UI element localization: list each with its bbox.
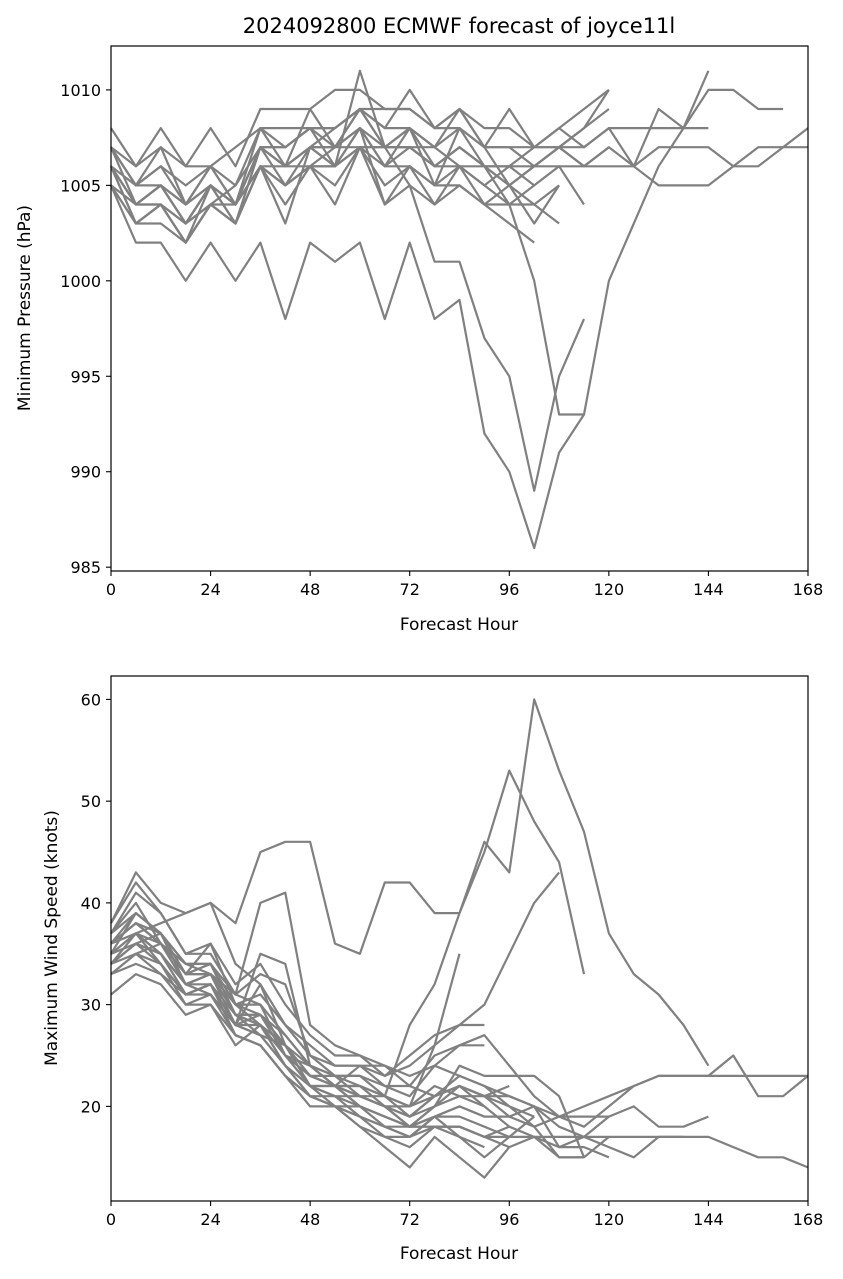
pressure-x-tick-label: 96 bbox=[499, 580, 519, 599]
pressure-x-tick-label: 0 bbox=[106, 580, 116, 599]
pressure-y-tick-label: 1000 bbox=[60, 272, 101, 291]
wind-series-line-11 bbox=[110, 881, 485, 1078]
pressure-series-line-14 bbox=[110, 107, 585, 206]
wind-y-tick-label: 30 bbox=[81, 996, 101, 1015]
pressure-series-line-15 bbox=[110, 127, 610, 206]
pressure-x-tick-label: 168 bbox=[793, 580, 824, 599]
wind-series-line-5 bbox=[110, 769, 586, 1098]
pressure-y-tick-label: 1005 bbox=[60, 176, 101, 195]
wind-series-line-21 bbox=[110, 942, 510, 1139]
pressure-x-tick-label: 48 bbox=[300, 580, 320, 599]
wind-series-line-23 bbox=[110, 932, 610, 1149]
pressure-x-tick-label: 24 bbox=[200, 580, 220, 599]
wind-series-line-24 bbox=[110, 922, 485, 1128]
pressure-series-line-16 bbox=[110, 146, 560, 244]
wind-plot-frame bbox=[110, 675, 809, 1202]
wind-series-line-20 bbox=[110, 922, 535, 1118]
wind-x-tick-label: 0 bbox=[106, 1210, 116, 1229]
wind-x-tick-label: 144 bbox=[693, 1210, 724, 1229]
wind-series-line-15 bbox=[110, 901, 486, 1118]
wind-series-line-12 bbox=[110, 911, 485, 1098]
wind-series-line-4 bbox=[110, 698, 710, 1067]
wind-x-tick-label: 24 bbox=[200, 1210, 220, 1229]
chart-title: 2024092800 ECMWF forecast of joyce11l bbox=[243, 14, 676, 38]
pressure-y-axis: 985 990 995 1000 1005 1010 bbox=[60, 81, 111, 577]
wind-series-line-6 bbox=[110, 871, 560, 1088]
wind-y-axis-label: Maximum Wind Speed (knots) bbox=[42, 810, 62, 1066]
wind-y-tick-label: 50 bbox=[81, 792, 101, 811]
pressure-x-tick-label: 144 bbox=[693, 580, 724, 599]
wind-series-line-14 bbox=[110, 932, 610, 1159]
pressure-y-tick-label: 990 bbox=[70, 463, 101, 482]
pressure-series-line-6 bbox=[110, 107, 709, 168]
wind-y-tick-label: 60 bbox=[81, 690, 101, 709]
wind-x-axis-label: Forecast Hour bbox=[400, 1244, 518, 1264]
wind-x-tick-label: 72 bbox=[400, 1210, 420, 1229]
pressure-panel: 2024092800 ECMWF forecast of joyce11l 0 2… bbox=[15, 14, 823, 635]
wind-x-tick-label: 120 bbox=[594, 1210, 625, 1229]
pressure-y-axis-label: Minimum Pressure (hPa) bbox=[15, 205, 35, 411]
pressure-series-line-0 bbox=[109, 184, 585, 550]
wind-y-tick-label: 40 bbox=[81, 894, 101, 913]
wind-panel: 0 24 48 72 96 120 144 168 20 30 40 50 60 Forecast H… bbox=[42, 675, 823, 1264]
wind-x-tick-label: 168 bbox=[793, 1210, 824, 1229]
pressure-x-axis-label: Forecast Hour bbox=[400, 615, 518, 635]
pressure-y-tick-label: 1010 bbox=[60, 81, 101, 100]
pressure-x-tick-label: 72 bbox=[400, 580, 420, 599]
pressure-plot-frame bbox=[110, 45, 809, 572]
pressure-y-tick-label: 985 bbox=[70, 558, 101, 577]
pressure-series-group bbox=[109, 69, 809, 550]
wind-y-axis: 20 30 40 50 60 bbox=[81, 690, 111, 1116]
pressure-x-tick-label: 120 bbox=[594, 580, 625, 599]
pressure-series-line-5 bbox=[110, 70, 710, 168]
wind-x-tick-label: 48 bbox=[300, 1210, 320, 1229]
wind-x-axis: 0 24 48 72 96 120 144 168 bbox=[106, 1201, 823, 1229]
pressure-y-tick-label: 995 bbox=[70, 367, 101, 386]
wind-y-tick-label: 20 bbox=[81, 1097, 101, 1116]
pressure-x-axis: 0 24 48 72 96 120 144 168 bbox=[106, 571, 823, 599]
wind-x-tick-label: 96 bbox=[499, 1210, 519, 1229]
wind-series-group bbox=[110, 698, 809, 1179]
wind-series-line-22 bbox=[110, 911, 510, 1118]
